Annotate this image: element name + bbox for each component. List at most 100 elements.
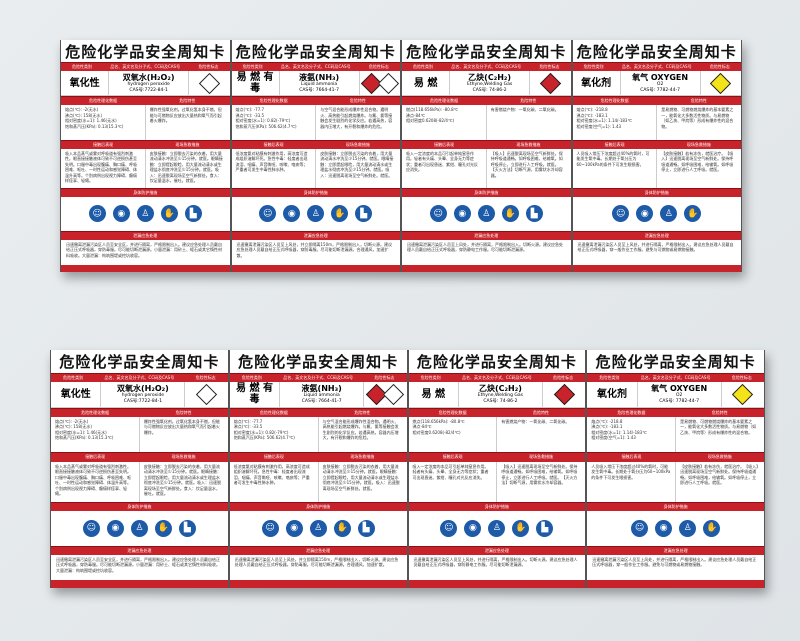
symbol-header: 危险性标志 [731,374,752,380]
chemical-name: 液氨(NH₃) Liquid ammonia CAS号: 7664-41-7 [280,381,365,407]
card-title: 危险化学品安全周知卡 [576,42,737,61]
leak-text: 迅速撤离泄漏污染区人员至安全区，并进行隔离，严格限制出入。建议应急处理人员戴自给… [56,556,220,573]
respirator-icon: ☺ [261,519,279,537]
physchem-line: 燃点(118.656kPa): -80.8℃ [412,418,465,424]
leak-header: 泄漏应急处理 [303,232,328,238]
section-bar: 泄漏应急处理 [408,545,586,555]
boot-icon: ▙ [357,519,375,537]
physchem-line: 燃点(118.656kPa): -80.8℃ [406,107,459,113]
glove-icon: ✋ [512,519,530,537]
card-title: 危险化学品安全周知卡 [65,42,226,61]
respirator-icon: ☺ [259,205,277,223]
physchem-header: 危险性理化数据 [438,409,467,415]
section-bar: 接触后表现 现场急救措施 [587,452,764,462]
first-aid-header: 现场急救措施 [516,141,541,147]
hazard-symbols [701,71,741,95]
name-header: 品名、英文名及分子式、CC码及CAS号 [104,374,175,380]
physchem-hazard-row: 熔点(℃): -2(无水) 沸点(℃): 158(无水) 相对密度(水=1): 1.… [51,416,228,453]
goggles-icon: ◉ [285,519,303,537]
symbol-header: 危险性标志 [374,374,395,380]
name-row: 氧化剂 氧气 OXYGEN O2 CAS号: 7782-44-7 [572,70,741,97]
ppe-header: 身体防护措施 [663,504,688,509]
oxidizer-icon [710,72,732,94]
contact-header: 接触后表现 [621,454,642,460]
contact-header: 接触后表现 [93,141,114,147]
chemical-name-cn: 液氨(NH₃) [301,384,342,394]
header-bar: 危险性类别 品名、英文名及分子式、CC码及CAS号 危险性标志 [229,372,407,382]
chemical-name-en: Liquid ammonia [301,82,338,88]
first-aid-header: 现场急救措施 [345,141,370,147]
boot-icon: ▙ [525,205,543,223]
contact-header: 接触后表现 [604,141,625,147]
physchem-data: 熔点(℃): -218.8 沸点(℃): -183.1 相对密度(水=1): 1.1… [573,105,658,140]
category-header: 危险性类别 [599,374,620,380]
physchem-header: 危险性理化数据 [81,409,110,415]
category-header: 危险性类别 [583,63,604,69]
cas-number: CAS号:7722-84-1 [129,87,168,93]
contact-text: 吸入一定浓度的本品可引起单纯窒息作用。轻者有头痛、头晕、全身无力等症状；重者可出… [402,148,487,189]
respirator-icon: ☺ [631,519,649,537]
name-header: 品名、英文名及分子式、CC码及CAS号 [640,374,711,380]
physchem-data: 熔点(℃): -2(无水) 沸点(℃): 158(无水) 相对密度(水=1): 1.… [61,105,146,140]
category-header: 危险性类别 [63,374,84,380]
boot-icon: ▙ [178,519,196,537]
first-aid-header: 现场急救措施 [175,141,200,147]
hazard-header: 危险特性 [520,98,537,104]
physchem-header: 危险性理化数据 [430,98,459,104]
ppe-icons: ☺ ◉ ♙ ✋ ▙ [232,197,401,231]
hazard-category: 氧化性 [51,381,102,407]
physchem-header: 危险性理化数据 [89,98,118,104]
section-bar: 接触后表现 现场急救措施 [402,139,571,149]
first-aid-text: 【皮肤接触】若有冻伤，就医治疗。【吸入】迅速脱离现场至空气新鲜处。保持呼吸道通畅… [661,150,734,173]
card-title: 危险化学品安全周知卡 [406,42,567,61]
protective-suit-icon: ♙ [660,205,678,223]
physchem-hazard-row: 熔点(℃): -2(无水) 沸点(℃): 158(无水) 相对密度(水=1): 1.… [61,105,230,140]
physchem-line: 饱和蒸汽压(KPa): 506.62(4.7℃) [233,435,295,441]
hazard-symbols [185,382,227,407]
physchem-line: 相对密度(空气=1): 1.43 [576,123,622,129]
respirator-icon: ☺ [429,205,447,223]
physchem-data: 燃点(118.656kPa): -80.8℃ 沸点-84℃ 相对密度0.6208(-… [409,416,498,453]
hazard-text: 是易燃物、可燃物燃烧爆炸的基本要素之一，能氧化大多数活性物质。与易燃物（如乙炔、… [661,107,734,129]
hazard-header: 危险特性 [711,409,728,415]
hazard-text: 与空气混合能形成爆炸性混合物。遇明火、高热能引起燃烧爆炸。与氟、氯等接触会发生剧… [322,418,399,441]
symbol-header: 危险性标志 [539,63,560,69]
physchem-line: 熔点(℃): -218.8 [576,107,608,113]
card-title: 危险化学品安全周知卡 [235,42,396,61]
footer-bar [231,264,400,272]
contact-header: 接触后表现 [434,141,455,147]
ppe-header: 身体防护措施 [484,504,509,509]
header-bar: 危险性类别 品名、英文名及分子式、CC码及CAS号 危险性标志 [61,62,230,71]
physchem-line: 相对密度(空气=1): 1.43 [591,435,636,441]
contact-firstaid-row: 人员吸入常压下浓度超过40%的氧时，可能发生氧中毒。长期处于氧分压为60~100… [587,461,764,502]
physchem-line: 饱和蒸汽压(KPa): 0.13(15.3℃) [65,123,124,129]
first-aid-text: 皮肤接触：立即脱去污染的衣着，用大量流动清水冲洗至少15分钟。就医。眼睛接触：立… [143,463,221,497]
glove-icon: ✋ [333,519,351,537]
contact-text: 吸入本品蒸气或雾对呼吸道有强烈刺激性。眼直接接触液体可致不可逆损伤甚至失明。口服… [51,461,140,502]
contact-firstaid-row: 低浓度氨对粘膜有刺激作用，高浓度可造成组织溶解坏死。急性中毒：轻度者出现流泪、咽… [232,148,401,189]
oxidizer-icon [732,383,754,405]
physchem-line: 相对密度0.6208(-82/4℃) [412,429,461,435]
first-aid-text: 皮肤接触：立即脱去污染的衣着，用大量流动清水冲洗至少15分钟。就医。眼睛接触：立… [320,150,394,178]
physchem-data: 熔点(℃): -2(无水) 沸点(℃): 158(无水) 相对密度(水=1): 1.… [51,416,140,453]
leak-text: 迅速撤离泄漏污染区人员至上风处，并立即隔离150m，严格限制出入，切断火源。建议… [234,556,399,568]
first-aid-text: 【吸入】迅速脱离现场至空气新鲜处。保持呼吸道通畅。如呼吸困难，给输氧。如呼吸停止… [501,463,578,486]
ppe-header: 身体防护措施 [133,190,158,196]
contact-firstaid-row: 吸入本品蒸气或雾对呼吸道有强烈刺激性。眼直接接触液体可致不可逆损伤甚至失明。口服… [61,148,230,189]
physchem-line: 熔点(℃): -77.7 [235,107,265,113]
physchem-line: 沸点(℃): 158(无水) [65,112,102,118]
section-bar: 接触后表现 现场急救措施 [231,139,400,149]
section-bar: 泄漏应急处理 [402,230,571,240]
physchem-line: 熔点(℃): -2(无水) [65,107,99,113]
section-bar: 接触后表现 现场急救措施 [61,139,230,149]
first-aid-text: 皮肤接触：立即脱去污染的衣着，用大量流动清水冲洗至少15分钟。就医。眼睛接触：立… [322,463,400,491]
safety-card: 危险化学品安全周知卡 危险性类别 品名、英文名及分子式、CC码及CAS号 危险性标志易… [401,40,572,272]
category-header: 危险性类别 [420,374,441,380]
contact-firstaid-row: 吸入本品蒸气或雾对呼吸道有强烈刺激性。眼直接接触液体可致不可逆损伤甚至失明。口服… [51,461,228,502]
leak-header: 泄漏应急处理 [133,232,158,238]
goggles-icon: ◉ [636,205,654,223]
hazard-category: 易 燃 有 毒 [232,70,280,96]
first-aid-text: 【皮肤接触】若有冻伤，就医治疗。【吸入】迅速脱离现场至空气新鲜处。保持呼吸道通畅… [680,463,759,486]
safety-card: 危险化学品安全周知卡 危险性类别 品名、英文名及分子式、CC码及CAS号 危险性标志易… [228,350,408,588]
protective-suit-icon: ♙ [488,519,506,537]
